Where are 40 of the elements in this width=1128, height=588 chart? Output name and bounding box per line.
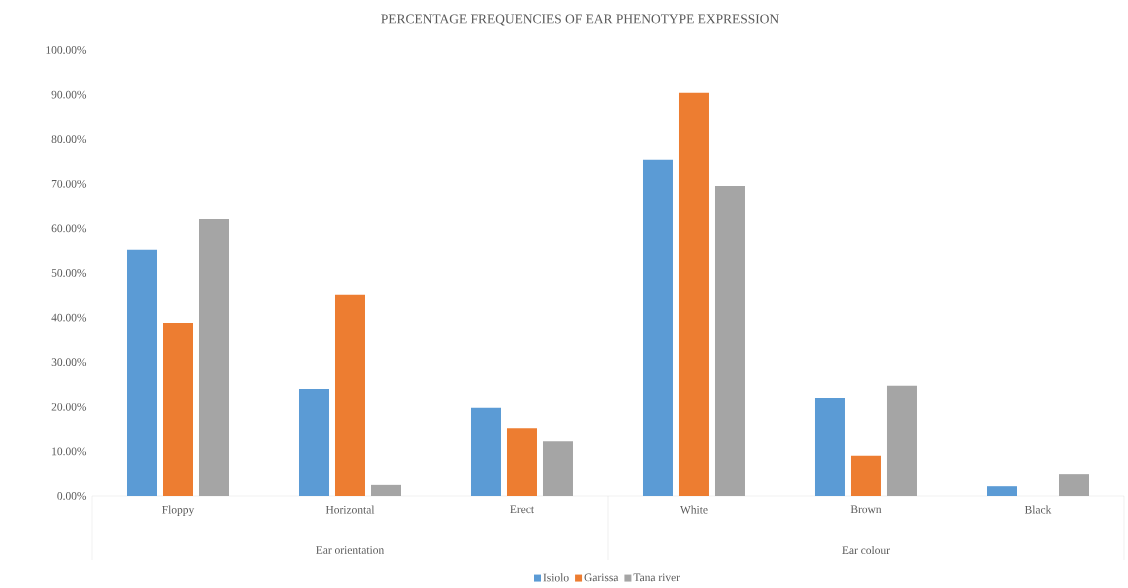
bar [986, 486, 1017, 496]
legend-label: Tana river [633, 573, 680, 582]
bar [370, 484, 401, 496]
text: Ear colour [842, 545, 890, 555]
x-tick-label: White [680, 505, 708, 514]
bar [714, 186, 745, 496]
bar [163, 322, 193, 496]
bar [334, 294, 365, 496]
bar [506, 428, 537, 496]
y-tick-label: 80.00% [51, 135, 87, 144]
y-tick-label: 100.00% [46, 46, 87, 54]
x-tick-label: Horizontal [325, 505, 375, 514]
x-tick-label: Erect [510, 505, 534, 514]
y-tick-label: 20.00% [51, 402, 87, 411]
x-tick-label: Black [1024, 505, 1052, 514]
y-tick-label: 70.00% [51, 179, 87, 188]
chart-title: PERCENTAGE FREQUENCIES OF EAR PHENOTYPE EXPRESSION [381, 14, 779, 26]
bar [678, 92, 709, 496]
bar [298, 388, 329, 496]
bar [1058, 474, 1089, 496]
y-tick-label: 30.00% [51, 358, 87, 367]
bar [470, 407, 501, 496]
y-tick-label: 60.00% [51, 224, 87, 233]
legend-label: Isiolo [543, 573, 569, 582]
text: Ear orientation [316, 546, 385, 554]
bar [850, 455, 881, 496]
bar [542, 441, 573, 496]
y-tick-label: 40.00% [51, 313, 87, 322]
legend-label: Garissa [584, 573, 619, 582]
bar [814, 397, 845, 496]
x-tick-label: Floppy [162, 505, 195, 516]
y-tick-label: 10.00% [52, 447, 87, 456]
bar [642, 159, 673, 496]
y-tick-label: 50.00% [51, 269, 87, 277]
y-tick-label: 0.00% [57, 492, 87, 500]
x-tick-label: Brown [850, 505, 882, 514]
bar [127, 249, 157, 496]
bar [199, 219, 229, 496]
y-tick-label: 90.00% [51, 90, 87, 99]
bar [886, 385, 917, 496]
